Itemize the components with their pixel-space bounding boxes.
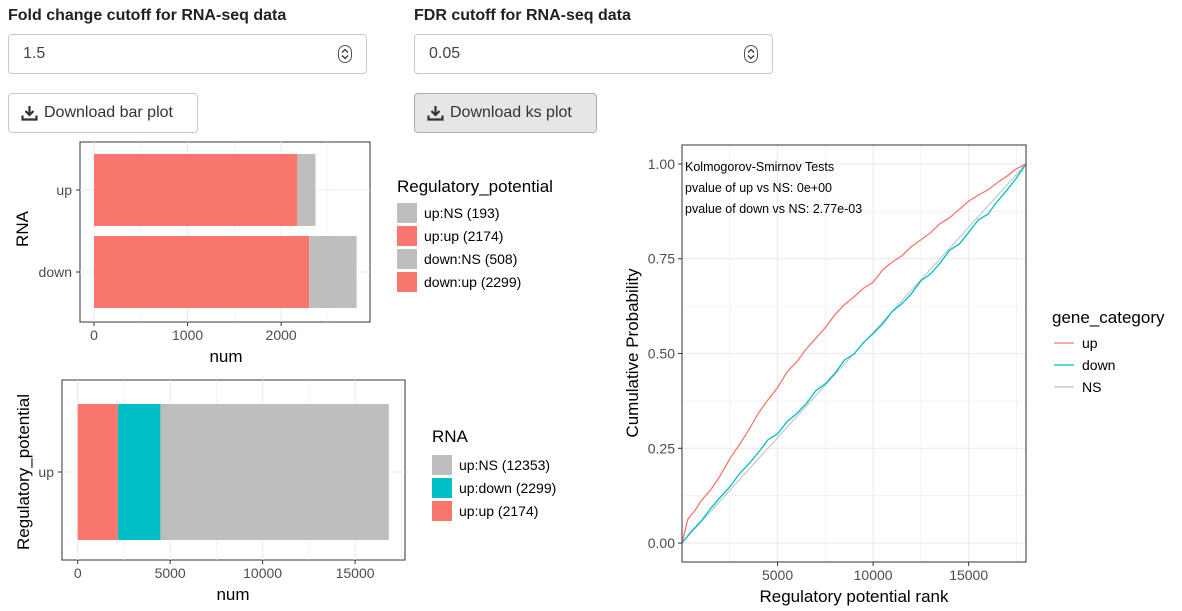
x-tick-label: 0 <box>90 327 98 343</box>
series-line-down <box>681 163 1027 544</box>
x-tick-label: 1000 <box>172 327 203 343</box>
x-tick-label: 0 <box>74 565 82 581</box>
legend-key <box>397 272 417 292</box>
x-axis-title: num <box>209 347 242 366</box>
plot-panel <box>79 141 371 323</box>
download-icon <box>21 106 38 121</box>
ks-annotation: pvalue of up vs NS: 0e+00 <box>685 181 832 195</box>
fc-cutoff-input[interactable]: 1.5 <box>8 34 367 74</box>
legend-title: Regulatory_potential <box>397 177 553 196</box>
y-tick-label: down <box>39 264 72 280</box>
fdr-cutoff-label: FDR cutoff for RNA-seq data <box>414 7 631 24</box>
regulatory-potential-bar-chart: 0 5000 10000 15000 up num Regulatory_potenti… <box>14 379 556 604</box>
x-tick-label: 5000 <box>762 567 793 583</box>
x-axis-title: num <box>216 585 249 604</box>
y-tick-label: up <box>38 464 54 480</box>
legend-label: NS <box>1082 379 1101 395</box>
x-tick-label: 15000 <box>949 567 988 583</box>
legend-label: up:NS (12353) <box>459 457 550 473</box>
bar-segment-up-NS <box>160 404 389 540</box>
y-tick-label: up <box>56 182 72 198</box>
legend-label: up <box>1082 335 1098 351</box>
rna-bar-chart: 0 1000 2000 up down num RNA Regulatory_poten… <box>13 141 553 366</box>
ks-annotation: pvalue of down vs NS: 2.77e-03 <box>685 202 862 216</box>
bar-segment-up-up <box>94 154 298 226</box>
y-axis-title: Cumulative Probability <box>623 268 642 438</box>
legend-key <box>397 226 417 246</box>
up-down-spinner-icon[interactable] <box>338 45 352 63</box>
y-axis-title: RNA <box>13 210 32 247</box>
fdr-cutoff-value: 0.05 <box>429 45 461 62</box>
x-tick-label: 5000 <box>155 565 186 581</box>
fc-cutoff-value: 1.5 <box>23 45 46 62</box>
up-down-spinner-icon[interactable] <box>744 45 758 63</box>
legend-label: up:down (2299) <box>459 480 556 496</box>
legend-key <box>397 249 417 269</box>
legend-key <box>432 455 452 475</box>
fdr-cutoff-input[interactable]: 0.05 <box>414 34 773 74</box>
download-ks-plot-label: Download ks plot <box>450 104 572 121</box>
legend-label: down <box>1082 357 1115 373</box>
legend-key <box>432 478 452 498</box>
bar-segment-up-up <box>77 404 118 540</box>
legend-title: gene_category <box>1052 308 1165 327</box>
legend-key <box>432 501 452 521</box>
legend-label: up:NS (193) <box>424 205 499 221</box>
y-tick-label: 0.50 <box>648 346 675 362</box>
x-tick-label: 10000 <box>854 567 893 583</box>
y-tick-label: 1.00 <box>648 156 675 172</box>
series-line-up <box>681 163 1027 544</box>
ks-cumulative-chart: 5000 10000 15000 0.00 0.25 0.50 0.75 1.00 Kolmo… <box>623 144 1165 606</box>
bar-segment-down-NS <box>309 236 357 308</box>
x-tick-label: 2000 <box>266 327 297 343</box>
legend-title: RNA <box>432 427 469 446</box>
legend-label: up:up (2174) <box>459 503 538 519</box>
download-icon <box>427 106 444 121</box>
x-tick-label: 15000 <box>336 565 375 581</box>
legend-label: up:up (2174) <box>424 228 503 244</box>
legend-key <box>397 203 417 223</box>
bar-segment-up-NS <box>297 154 316 226</box>
download-bar-plot-button[interactable]: Download bar plot <box>8 93 198 133</box>
legend-label: down:up (2299) <box>424 274 521 290</box>
bar-segment-up-down <box>117 404 161 540</box>
bar-segment-down-up <box>94 236 310 308</box>
y-axis-title: Regulatory_potential <box>14 394 33 550</box>
y-tick-label: 0.75 <box>648 251 675 267</box>
plot-panel <box>61 379 406 561</box>
y-tick-label: 0.25 <box>648 440 675 456</box>
legend-label: down:NS (508) <box>424 251 517 267</box>
download-bar-plot-label: Download bar plot <box>44 104 173 121</box>
x-axis-title: Regulatory potential rank <box>759 587 949 606</box>
fc-cutoff-label: Fold change cutoff for RNA-seq data <box>8 7 287 24</box>
y-tick-label: 0.00 <box>648 535 675 551</box>
download-ks-plot-button[interactable]: Download ks plot <box>414 93 597 133</box>
x-tick-label: 10000 <box>243 565 282 581</box>
ks-annotation: Kolmogorov-Smirnov Tests <box>685 160 834 174</box>
